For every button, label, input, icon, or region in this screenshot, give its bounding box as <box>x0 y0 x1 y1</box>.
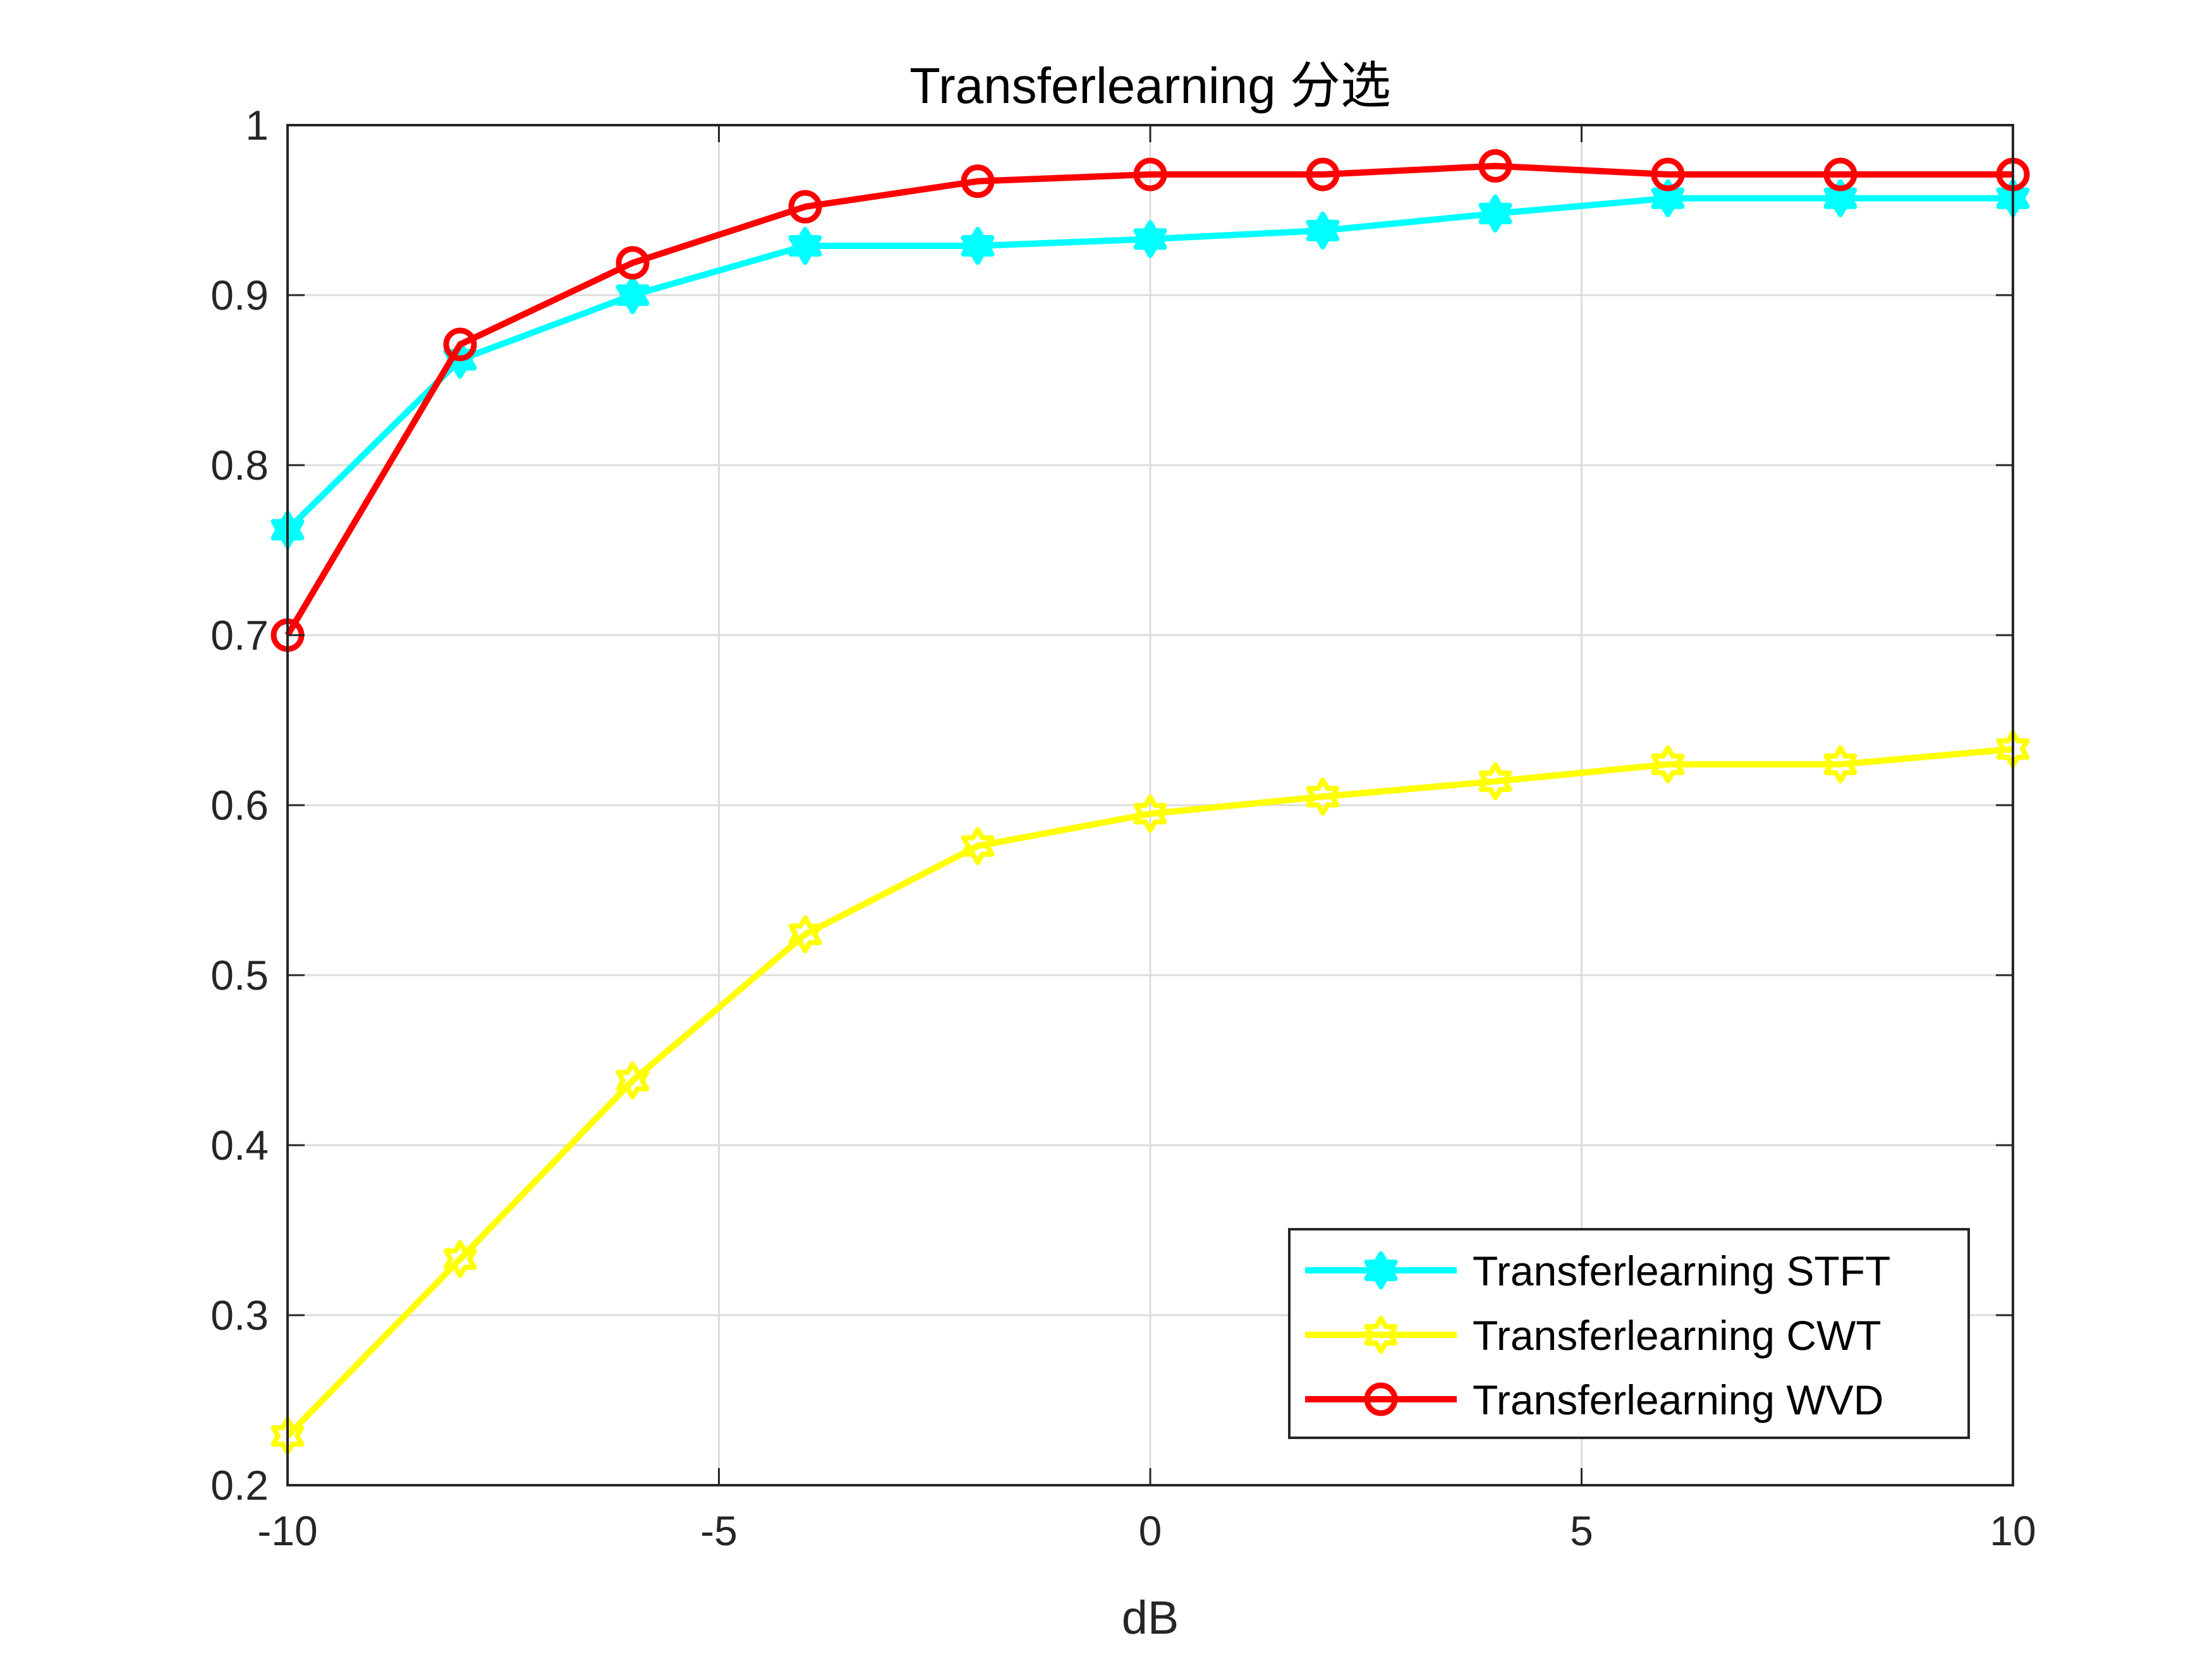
legend-swatch-marker <box>1364 1316 1398 1354</box>
y-tick-label: 0.9 <box>210 272 269 319</box>
legend-label: Transferlearning CWT <box>1473 1312 1881 1359</box>
series-2 <box>270 149 2030 652</box>
data-point <box>1823 179 1857 217</box>
y-tick-label: 0.7 <box>210 612 269 659</box>
data-point <box>443 327 477 362</box>
data-point <box>788 915 822 954</box>
data-point <box>1478 194 1512 233</box>
x-tick-label: 10 <box>1990 1507 2036 1554</box>
data-point <box>1133 157 1167 191</box>
x-tick-label: -5 <box>700 1507 738 1554</box>
plot-area-frame <box>286 124 2014 1486</box>
legend-swatch-marker <box>1364 1382 1398 1416</box>
y-tick-label: 0.3 <box>210 1292 269 1339</box>
legend-item: Transferlearning WVD <box>1305 1376 1883 1423</box>
data-point <box>1133 220 1167 258</box>
data-point <box>1823 745 1857 784</box>
legend-item: Transferlearning STFT <box>1305 1248 1890 1294</box>
axes <box>286 124 2014 1486</box>
chart-title: Transferlearning 分选 <box>909 58 1391 114</box>
data-point <box>1306 157 1340 191</box>
data-point <box>616 246 650 280</box>
x-tick-label: 5 <box>1570 1507 1593 1554</box>
y-tick-label: 0.5 <box>210 952 269 999</box>
legend-label: Transferlearning WVD <box>1473 1376 1883 1423</box>
data-point <box>1306 777 1340 816</box>
data-point <box>616 276 650 314</box>
x-tick-label: -10 <box>257 1507 317 1554</box>
y-tick-label: 0.2 <box>210 1462 269 1509</box>
data-point <box>443 1240 477 1279</box>
series-line <box>285 746 2014 1438</box>
x-axis-label: dB <box>1122 1591 1179 1644</box>
data-point <box>1651 179 1685 217</box>
x-tick-label: 0 <box>1139 1507 1162 1554</box>
data-point <box>788 190 822 224</box>
data-point <box>1478 762 1512 801</box>
legend: Transferlearning STFT Transferlearning CW… <box>1288 1228 1970 1439</box>
y-tick-label: 0.4 <box>210 1122 269 1169</box>
y-tick-label: 0.8 <box>210 442 269 489</box>
plot-series <box>270 149 2030 1455</box>
data-point <box>961 227 995 265</box>
grid-lines <box>288 125 2013 1485</box>
data-point <box>616 1061 650 1100</box>
data-point <box>1651 157 1685 191</box>
tick-labels: -10 -5 0 5 10 0.2 0.3 0.4 0.5 0.6 0.7 0.8 0.9 1 <box>210 102 2036 1554</box>
data-point <box>961 164 995 198</box>
data-point <box>1133 794 1167 833</box>
data-point <box>1306 211 1340 250</box>
data-point <box>1823 157 1857 191</box>
y-tick-label: 0.6 <box>210 782 269 829</box>
series-0 <box>270 179 2030 549</box>
legend-item: Transferlearning CWT <box>1305 1312 1881 1359</box>
data-point <box>961 827 995 865</box>
y-tick-label: 1 <box>245 102 269 149</box>
data-point <box>1651 745 1685 784</box>
legend-swatch-marker <box>1364 1251 1398 1289</box>
data-point <box>1478 149 1512 183</box>
legend-label: Transferlearning STFT <box>1473 1248 1890 1294</box>
series-line <box>284 162 2013 637</box>
data-point <box>788 227 822 265</box>
